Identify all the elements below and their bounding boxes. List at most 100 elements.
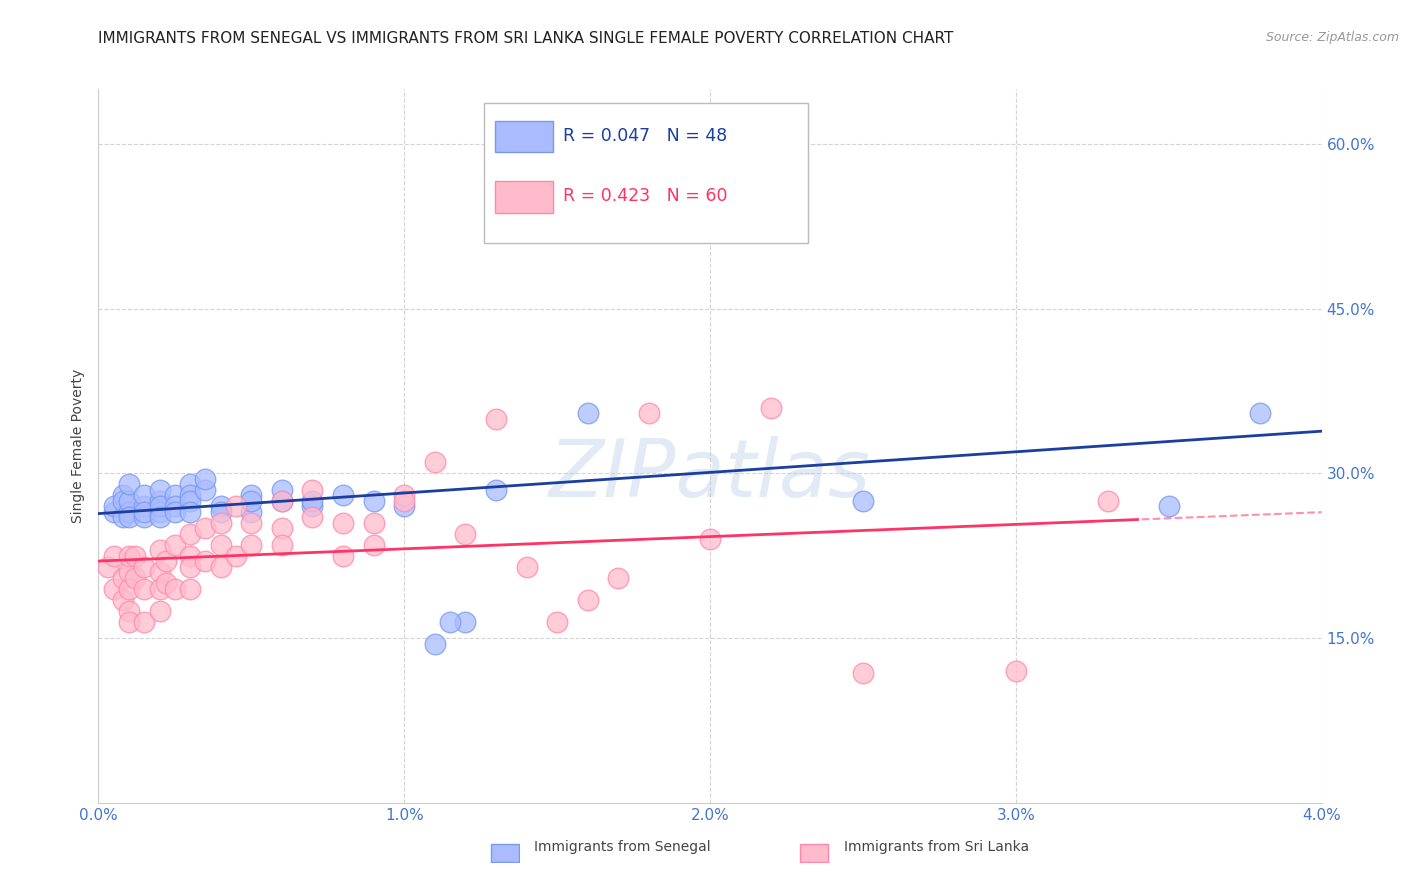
Point [240, 516, 263, 530]
Point [209, 559, 232, 574]
Point [134, 500, 156, 514]
Point [485, 411, 508, 425]
Point [179, 488, 201, 502]
Point [97, 559, 120, 574]
Point [454, 615, 477, 629]
Point [149, 604, 172, 618]
Point [149, 543, 172, 558]
Point [118, 477, 141, 491]
Point [118, 549, 141, 563]
Point [163, 505, 186, 519]
Point [392, 494, 416, 508]
Point [392, 488, 416, 502]
Point [332, 549, 354, 563]
Point [852, 666, 875, 681]
Text: Source: ZipAtlas.com: Source: ZipAtlas.com [1265, 31, 1399, 45]
Point [149, 582, 172, 596]
Point [163, 582, 186, 596]
Point [118, 582, 141, 596]
Point [454, 526, 477, 541]
Point [270, 538, 294, 552]
Point [124, 571, 146, 585]
Point [270, 494, 294, 508]
Point [576, 592, 599, 607]
Point [149, 494, 172, 508]
Point [225, 549, 247, 563]
Point [103, 582, 125, 596]
Point [118, 615, 141, 629]
Point [301, 494, 323, 508]
Point [134, 510, 156, 524]
Text: R = 0.423   N = 60: R = 0.423 N = 60 [564, 187, 728, 205]
Point [163, 488, 186, 502]
Point [363, 494, 385, 508]
Point [134, 505, 156, 519]
Point [209, 505, 232, 519]
Point [439, 615, 461, 629]
Point [111, 488, 134, 502]
Text: Immigrants from Sri Lanka: Immigrants from Sri Lanka [844, 840, 1029, 855]
Point [270, 521, 294, 535]
Point [179, 559, 201, 574]
Point [179, 505, 201, 519]
Point [332, 488, 354, 502]
Point [149, 505, 172, 519]
Point [118, 510, 141, 524]
Point [363, 516, 385, 530]
Point [118, 505, 141, 519]
Point [179, 526, 201, 541]
Point [163, 538, 186, 552]
Point [546, 615, 568, 629]
Point [111, 494, 134, 508]
Point [392, 500, 416, 514]
Point [209, 500, 232, 514]
Point [363, 538, 385, 552]
Point [240, 538, 263, 552]
Point [194, 554, 217, 568]
Point [111, 510, 134, 524]
Point [103, 505, 125, 519]
Point [852, 494, 875, 508]
Point [301, 483, 323, 497]
Point [149, 483, 172, 497]
FancyBboxPatch shape [495, 181, 554, 212]
Point [118, 604, 141, 618]
Text: R = 0.047   N = 48: R = 0.047 N = 48 [564, 127, 727, 145]
Point [225, 500, 247, 514]
Point [134, 488, 156, 502]
Point [149, 500, 172, 514]
Text: IMMIGRANTS FROM SENEGAL VS IMMIGRANTS FROM SRI LANKA SINGLE FEMALE POVERTY CORRE: IMMIGRANTS FROM SENEGAL VS IMMIGRANTS FR… [98, 31, 953, 46]
Point [759, 192, 782, 206]
Point [111, 571, 134, 585]
Point [103, 549, 125, 563]
Point [118, 494, 141, 508]
Point [149, 510, 172, 524]
Point [301, 510, 323, 524]
Point [155, 576, 177, 591]
Point [179, 549, 201, 563]
Point [270, 494, 294, 508]
Point [179, 582, 201, 596]
Point [332, 516, 354, 530]
Point [209, 538, 232, 552]
Point [163, 500, 186, 514]
Point [576, 406, 599, 420]
Point [1249, 406, 1271, 420]
Point [423, 455, 446, 469]
Point [194, 472, 217, 486]
Point [270, 483, 294, 497]
Point [179, 494, 201, 508]
Point [485, 483, 508, 497]
Point [1157, 500, 1180, 514]
Point [111, 592, 134, 607]
Point [699, 533, 721, 547]
Point [134, 559, 156, 574]
Point [423, 637, 446, 651]
Point [134, 582, 156, 596]
Y-axis label: Single Female Poverty: Single Female Poverty [72, 369, 86, 523]
Point [103, 500, 125, 514]
Point [179, 477, 201, 491]
Point [118, 566, 141, 580]
FancyBboxPatch shape [484, 103, 808, 243]
Point [301, 500, 323, 514]
